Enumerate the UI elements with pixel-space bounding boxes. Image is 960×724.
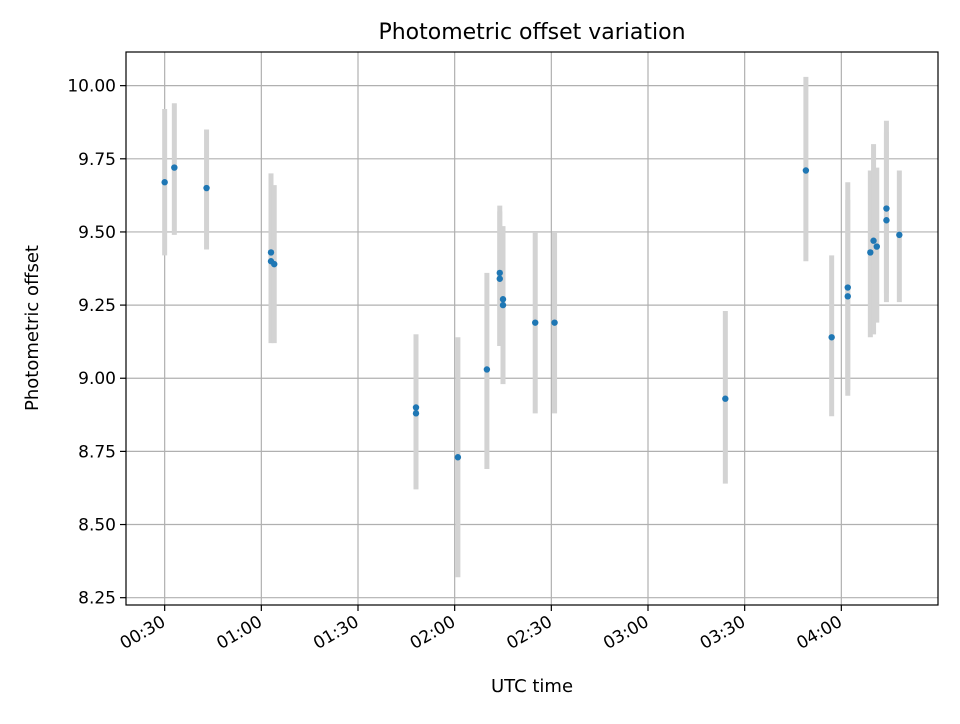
y-axis-label: Photometric offset bbox=[22, 245, 43, 411]
data-point bbox=[267, 249, 275, 256]
data-point bbox=[171, 164, 178, 171]
y-tick-label: 9.25 bbox=[78, 296, 116, 316]
data-point bbox=[454, 454, 462, 461]
data-point bbox=[271, 260, 278, 268]
data-point bbox=[844, 293, 851, 300]
data-point bbox=[883, 205, 890, 212]
data-point bbox=[203, 184, 210, 192]
data-point bbox=[499, 301, 507, 309]
y-tick-label: 10.00 bbox=[67, 77, 116, 97]
data-point bbox=[412, 410, 420, 417]
data-point bbox=[532, 319, 539, 326]
data-point bbox=[499, 296, 507, 303]
data-point bbox=[722, 395, 729, 402]
grid bbox=[126, 52, 938, 605]
data-point bbox=[844, 284, 851, 291]
y-axis-ticks: 8.25 8.50 8.75 9.00 9.25 9.50 9.75 10.00 bbox=[67, 77, 126, 609]
chart-title: Photometric offset variation bbox=[378, 20, 685, 45]
y-tick-label: 9.75 bbox=[78, 150, 116, 170]
data-point bbox=[161, 179, 168, 186]
y-tick-label: 8.75 bbox=[78, 442, 116, 462]
plot-frame bbox=[125, 51, 939, 606]
data-points bbox=[161, 164, 903, 461]
data-point bbox=[828, 334, 835, 341]
data-point bbox=[496, 269, 503, 277]
data-point bbox=[412, 404, 420, 411]
data-point bbox=[496, 275, 503, 282]
data-point bbox=[873, 243, 880, 250]
y-tick-label: 8.50 bbox=[78, 516, 116, 536]
data-point bbox=[870, 237, 877, 244]
x-axis-label: UTC time bbox=[491, 676, 573, 697]
data-point bbox=[483, 366, 491, 373]
data-point bbox=[867, 249, 874, 256]
data-point bbox=[896, 231, 903, 239]
data-point bbox=[551, 319, 558, 326]
y-tick-label: 9.50 bbox=[78, 223, 116, 243]
y-tick-label: 8.25 bbox=[78, 589, 116, 609]
data-point bbox=[802, 167, 810, 174]
y-tick-label: 9.00 bbox=[78, 369, 116, 389]
data-point bbox=[883, 217, 890, 224]
